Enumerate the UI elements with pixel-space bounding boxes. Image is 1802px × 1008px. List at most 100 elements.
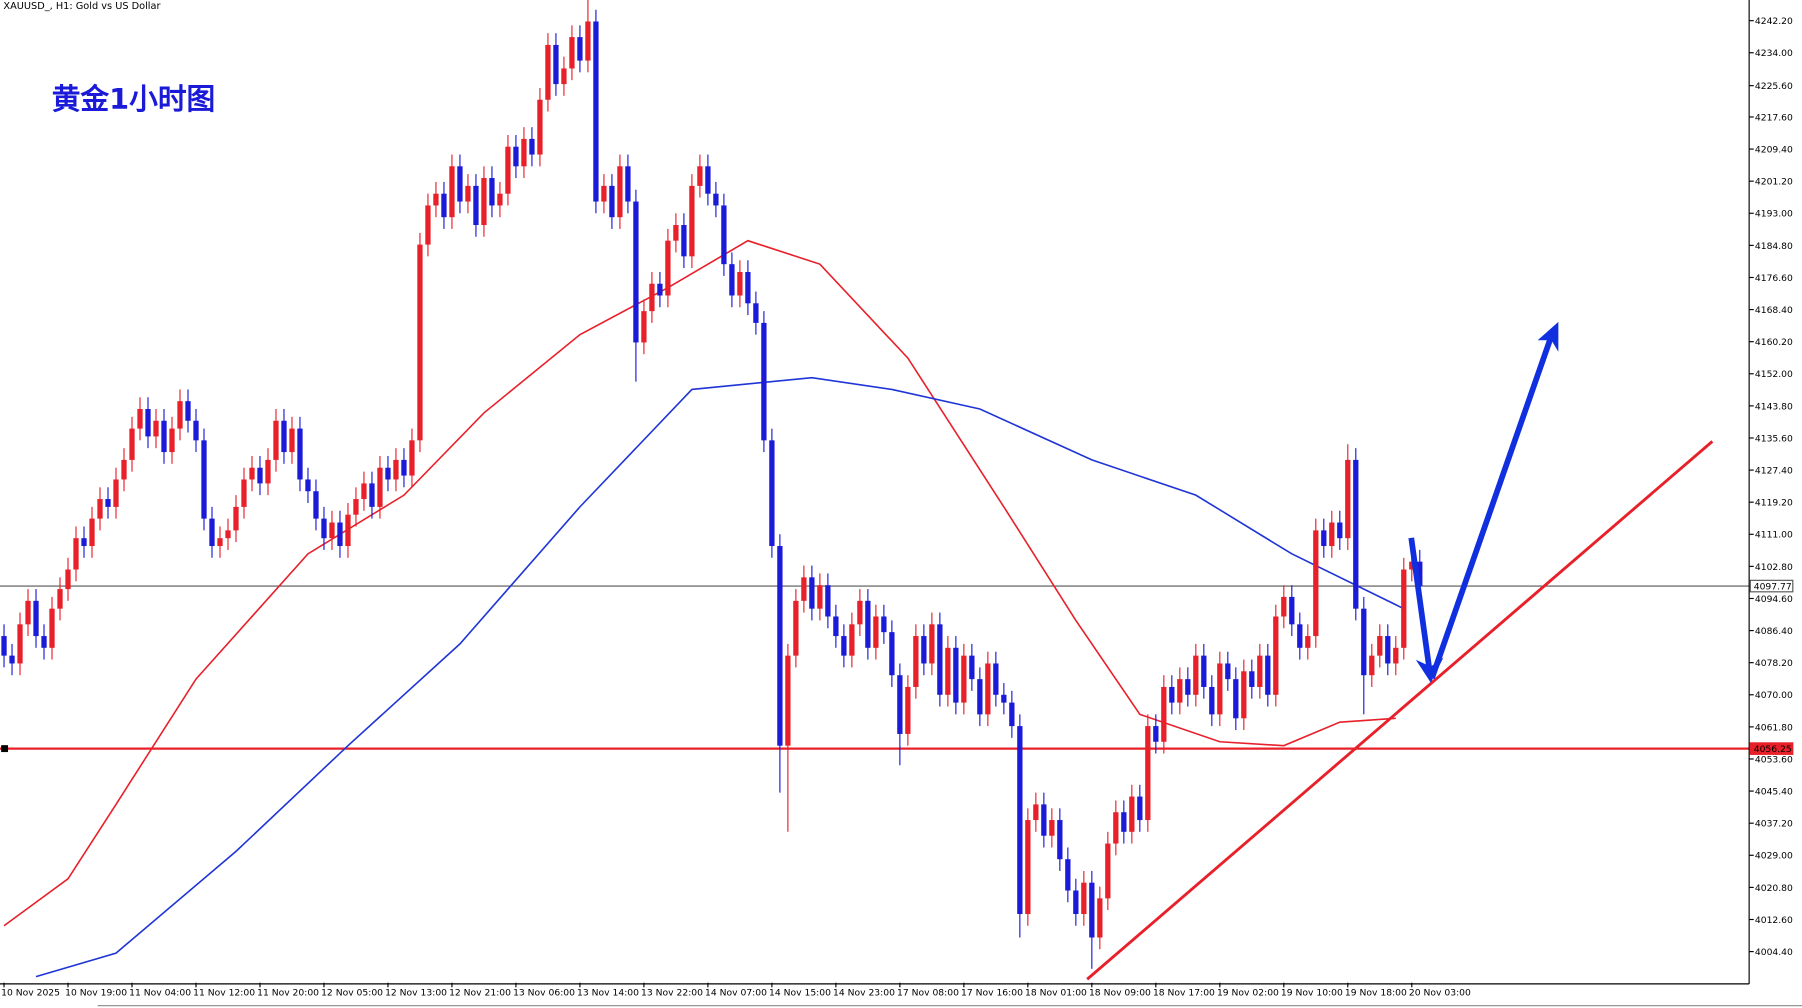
candle-body	[57, 589, 63, 609]
candle-body	[665, 240, 671, 296]
candle-body	[809, 577, 815, 609]
candle-body	[793, 600, 799, 656]
y-tick-label: 4242.20	[1755, 16, 1793, 27]
price-tag-box	[1749, 742, 1794, 755]
y-tick-label: 4152.00	[1755, 369, 1793, 380]
candle-body	[1033, 804, 1039, 821]
x-tick-label: 13 Nov 14:00	[577, 987, 639, 998]
candle-body	[473, 185, 479, 226]
candle-body	[153, 420, 159, 437]
candle-body	[1081, 882, 1087, 915]
candle-body	[681, 225, 687, 257]
candle-body	[897, 675, 903, 734]
candle-body	[801, 577, 807, 601]
candle-body	[369, 483, 375, 507]
candle-body	[1401, 569, 1407, 648]
x-tick-label: 19 Nov 02:00	[1217, 987, 1279, 998]
candle-body	[425, 205, 431, 245]
candle-body	[761, 322, 767, 441]
candle-body	[1001, 694, 1007, 703]
x-tick-label: 12 Nov 05:00	[321, 987, 383, 998]
candle-body	[273, 420, 279, 460]
candle-body	[1289, 596, 1295, 625]
x-tick-label: 17 Nov 16:00	[961, 987, 1023, 998]
candle-body	[441, 193, 447, 218]
candle-body	[1249, 671, 1255, 687]
candle-body	[1241, 671, 1247, 719]
x-tick-label: 13 Nov 06:00	[513, 987, 575, 998]
candle-body	[217, 538, 223, 547]
y-tick-label: 4111.00	[1755, 530, 1793, 541]
candle-body	[417, 244, 423, 441]
candle-body	[569, 37, 575, 69]
candle-body	[745, 271, 751, 304]
candle-body	[289, 428, 295, 453]
candle-body	[1297, 624, 1303, 648]
chart-header: XAUUSD_, H1: Gold vs US Dollar	[3, 1, 161, 12]
candle-body	[577, 37, 583, 61]
candle-body	[953, 647, 959, 703]
candle-body	[889, 632, 895, 676]
candle-body	[1329, 522, 1335, 547]
candle-body	[769, 440, 775, 547]
candle-body	[1345, 459, 1351, 539]
y-tick-label: 4078.20	[1755, 658, 1793, 669]
x-tick-label: 14 Nov 15:00	[769, 987, 831, 998]
y-tick-label: 4061.80	[1755, 722, 1793, 733]
y-tick-label: 4217.60	[1755, 112, 1793, 123]
candle-body	[1105, 843, 1111, 899]
candle-body	[497, 193, 503, 206]
candle-body	[689, 185, 695, 257]
candle-body	[521, 138, 527, 167]
candle-body	[1361, 608, 1367, 676]
x-tick-label: 17 Nov 08:00	[897, 987, 959, 998]
candle-body	[169, 428, 175, 453]
x-tick-label: 11 Nov 12:00	[193, 987, 255, 998]
candle-body	[457, 166, 463, 202]
candle-body	[673, 225, 679, 241]
candle-body	[481, 178, 487, 226]
candle-body	[105, 499, 111, 507]
candle-body	[1369, 655, 1375, 676]
candle-body	[833, 616, 839, 637]
candle-body	[1409, 561, 1415, 570]
candle-body	[969, 655, 975, 680]
y-tick-label: 4053.60	[1755, 754, 1793, 765]
candle-body	[1025, 820, 1031, 915]
candle-body	[1161, 686, 1167, 742]
candle-body	[529, 138, 535, 155]
y-tick-label: 4020.80	[1755, 883, 1793, 894]
candle-body	[977, 679, 983, 715]
x-tick-label: 14 Nov 23:00	[833, 987, 895, 998]
candle-body	[1057, 820, 1063, 860]
x-tick-label: 20 Nov 03:00	[1409, 987, 1471, 998]
y-tick-label: 4045.40	[1755, 787, 1793, 798]
candle-body	[353, 499, 359, 515]
candle-body	[993, 663, 999, 695]
candle-body	[49, 608, 55, 648]
candle-body	[1073, 890, 1079, 915]
candle-body	[73, 538, 79, 570]
candle-body	[1089, 882, 1095, 938]
candle-body	[337, 522, 343, 547]
candle-body	[1265, 655, 1271, 695]
candle-body	[385, 467, 391, 480]
y-tick-label: 4127.40	[1755, 466, 1793, 477]
candle-body	[865, 600, 871, 648]
candle-body	[17, 624, 23, 664]
moving-average	[3, 239, 1396, 927]
candle-body	[961, 655, 967, 703]
candle-body	[1009, 702, 1015, 727]
candle-body	[657, 283, 663, 296]
candle-body	[729, 264, 735, 296]
candle-body	[617, 166, 623, 218]
y-tick-label: 4086.40	[1755, 626, 1793, 637]
candle-body	[1281, 596, 1287, 617]
y-tick-label: 4225.60	[1755, 81, 1793, 92]
candle-body	[1321, 530, 1327, 547]
candle-body	[345, 514, 351, 547]
candle-body	[929, 624, 935, 664]
candle-body	[817, 585, 823, 609]
